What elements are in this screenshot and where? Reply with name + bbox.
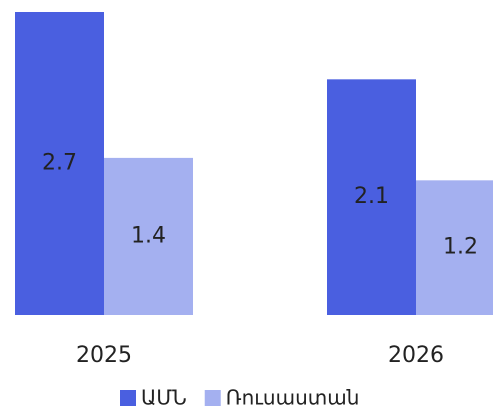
legend-label: Ռուսաստան bbox=[226, 386, 360, 410]
value-label: 2.1 bbox=[354, 184, 389, 209]
bar bbox=[104, 157, 193, 315]
legend-swatch bbox=[120, 390, 136, 406]
x-tick-label: 2025 bbox=[76, 343, 132, 368]
bar bbox=[15, 12, 104, 315]
legend-label: ԱՄՆ bbox=[141, 386, 187, 410]
value-label: 2.7 bbox=[42, 151, 77, 176]
value-label: 1.2 bbox=[443, 235, 478, 260]
value-label: 1.4 bbox=[131, 223, 166, 248]
legend-swatch bbox=[204, 390, 221, 406]
x-tick-label: 2026 bbox=[388, 343, 444, 368]
bar bbox=[327, 79, 416, 315]
bar bbox=[416, 180, 493, 315]
